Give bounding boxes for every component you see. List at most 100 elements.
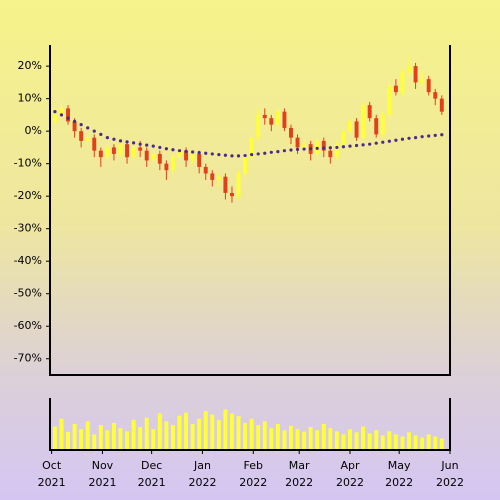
moving-average-dot: [99, 132, 103, 137]
moving-average-dot: [400, 137, 405, 141]
candle-body: [210, 173, 215, 180]
volume-bar: [157, 413, 162, 450]
volume-bar: [52, 426, 57, 450]
candle-body: [393, 85, 398, 93]
volume-bar: [203, 411, 208, 450]
volume-bar: [197, 418, 202, 450]
moving-average-dot: [381, 140, 385, 144]
volume-bar: [85, 421, 90, 450]
candle-body: [439, 98, 444, 112]
candle-body: [269, 118, 274, 125]
volume-bar: [282, 430, 287, 450]
candle-body: [125, 144, 130, 158]
x-tick-label: Feb: [244, 459, 263, 472]
moving-average-dot: [341, 145, 346, 149]
moving-average-dot: [138, 142, 142, 146]
moving-average-dot: [420, 135, 424, 139]
volume-bar: [407, 432, 411, 450]
moving-average-dot: [413, 136, 418, 140]
candle-body: [72, 121, 77, 132]
moving-average-dot: [66, 116, 70, 120]
volume-bar: [269, 428, 274, 450]
x-tick-label: 2021: [88, 476, 116, 489]
moving-average-dot: [204, 151, 208, 155]
candle-body: [420, 79, 425, 83]
candle-body: [387, 85, 392, 115]
volume-bar: [433, 436, 438, 450]
candle-body: [328, 150, 333, 158]
candle-body: [361, 105, 366, 138]
moving-average-dot: [322, 146, 326, 150]
volume-bar: [334, 431, 339, 450]
moving-average-dot: [236, 154, 241, 158]
moving-average-dot: [164, 147, 168, 151]
candle-body: [164, 163, 169, 171]
moving-average-dot: [223, 153, 228, 157]
volume-bar: [118, 428, 123, 450]
volume-bar: [426, 434, 431, 450]
moving-average-dot: [59, 113, 64, 117]
x-tick-label: 2022: [436, 476, 464, 489]
x-tick-label: Dec: [141, 459, 162, 472]
x-tick-label: 2022: [385, 476, 413, 489]
x-tick-label: Jun: [440, 459, 458, 472]
moving-average-dot: [276, 150, 280, 154]
volume-bar: [92, 434, 97, 450]
volume-spines: [49, 398, 451, 451]
candle-body: [197, 153, 202, 167]
y-tick-label: -10%: [14, 157, 42, 170]
volume-bar: [249, 418, 254, 450]
candle-body: [407, 66, 411, 73]
x-tick-label: Jan: [193, 459, 211, 472]
candle-body: [151, 153, 156, 161]
volume-bar: [348, 429, 352, 450]
volume-bar: [275, 424, 280, 450]
moving-average-dot: [309, 147, 313, 151]
volume-bar: [72, 424, 77, 450]
volume-bar: [256, 425, 261, 450]
volume-bar: [151, 429, 156, 450]
volume-bar: [223, 409, 228, 450]
y-tick-label: 20%: [18, 59, 42, 72]
moving-average-dot: [433, 133, 437, 137]
candle-body: [275, 111, 280, 125]
moving-average-dot: [191, 150, 195, 154]
candle-body: [374, 118, 379, 135]
y-tick-label: -50%: [14, 287, 42, 300]
volume-bar: [111, 422, 116, 450]
moving-average-dot: [79, 123, 83, 127]
volume-bar: [315, 430, 320, 450]
volume-bar: [236, 416, 241, 450]
candle-body: [85, 137, 90, 141]
moving-average-dot: [105, 136, 109, 140]
candle-body: [216, 176, 221, 180]
moving-average-dot: [302, 147, 306, 151]
moving-average-dot: [158, 145, 162, 150]
x-tick-label: 2021: [138, 476, 166, 489]
candle-body: [138, 147, 143, 151]
volume-bar: [66, 431, 70, 450]
moving-average-dot: [427, 134, 431, 138]
x-tick-label: 2022: [188, 476, 216, 489]
moving-average-dot: [53, 110, 57, 114]
candle-body: [295, 137, 300, 148]
candle-body: [380, 114, 385, 135]
volume-bar: [210, 414, 215, 450]
moving-average-dot: [368, 142, 372, 146]
volume-bar: [105, 430, 110, 450]
moving-average-dot: [243, 153, 247, 158]
x-tick-label: Apr: [340, 459, 360, 472]
candle-body: [321, 140, 326, 151]
volume-bar: [59, 418, 64, 450]
moving-average-dot: [295, 147, 300, 151]
moving-average-dot: [256, 152, 260, 156]
candle-body: [433, 92, 438, 99]
y-tick-label: -20%: [14, 189, 42, 202]
candle-body: [144, 150, 149, 161]
candle-body: [256, 114, 261, 138]
candle-body: [302, 144, 307, 148]
candle-body: [98, 150, 103, 158]
x-tick-label: 2022: [239, 476, 267, 489]
